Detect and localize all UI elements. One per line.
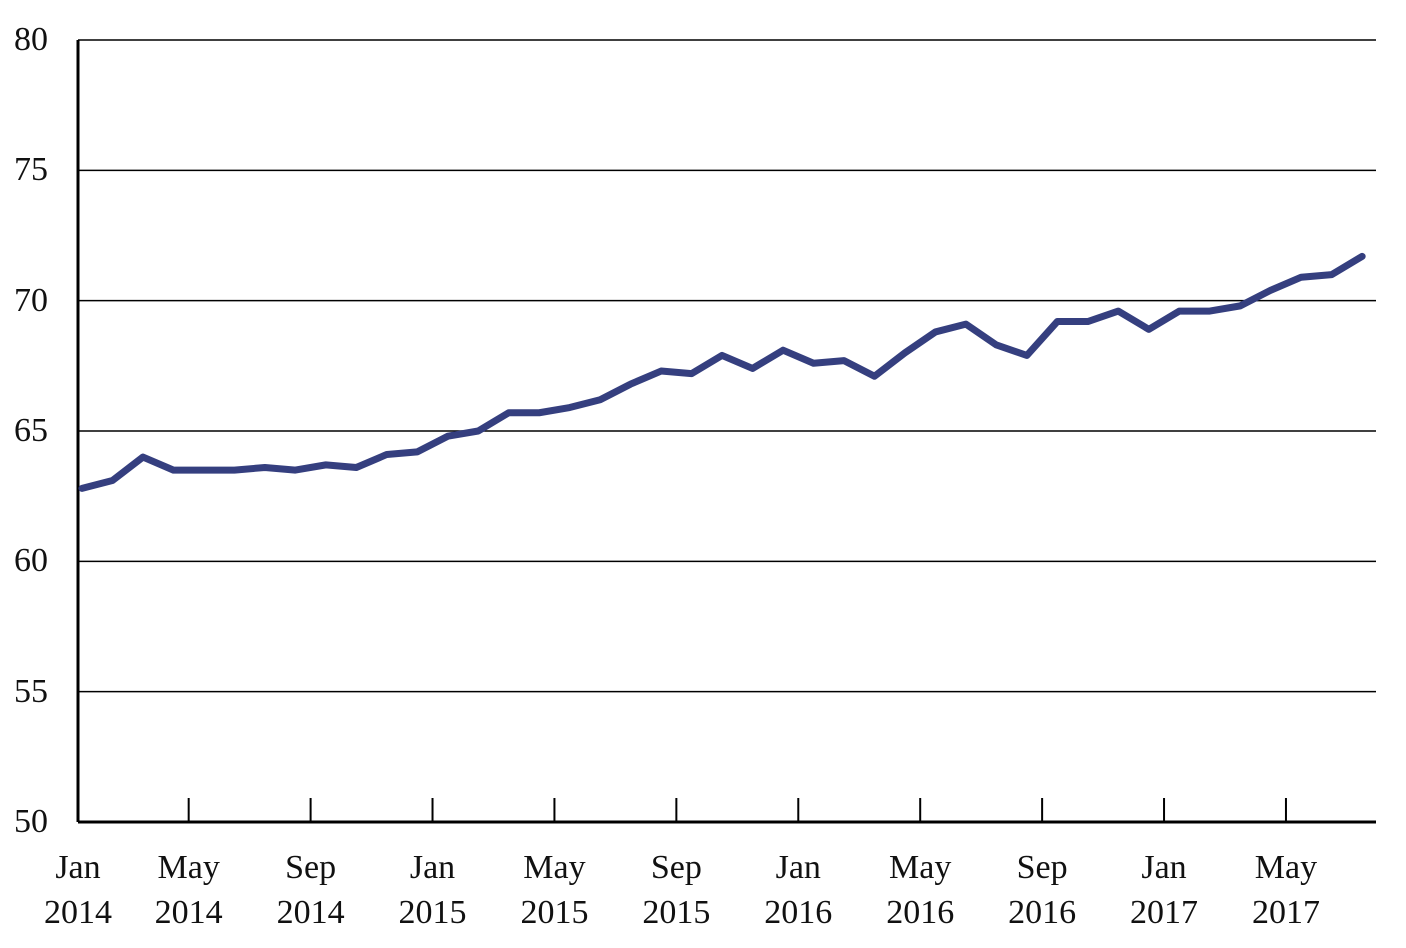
x-tick-label: May 2014 — [154, 849, 223, 931]
x-tick-label: Sep 2016 — [1008, 849, 1077, 931]
y-tick-label: 55 — [14, 672, 48, 710]
data-line — [78, 252, 1366, 492]
y-tick-label: 75 — [14, 151, 48, 189]
x-tick-label: Jan 2014 — [44, 849, 112, 931]
x-tick-label: Jan 2016 — [764, 849, 833, 931]
x-tick-label: Jan 2015 — [398, 849, 467, 931]
y-tick-label: 65 — [14, 412, 48, 449]
x-tick-label: May 2017 — [1251, 849, 1320, 931]
x-tick-label: May 2016 — [886, 849, 955, 931]
x-tick-label: May 2015 — [520, 849, 589, 931]
y-tick-label: 70 — [14, 281, 48, 319]
x-tick-label: Sep 2014 — [276, 849, 345, 931]
y-tick-label: 80 — [14, 21, 48, 58]
y-tick-label: 50 — [14, 803, 48, 840]
x-tick-label: Jan 2017 — [1130, 849, 1199, 931]
y-tick-label: 60 — [14, 542, 48, 580]
x-tick-label: Sep 2015 — [642, 849, 711, 931]
